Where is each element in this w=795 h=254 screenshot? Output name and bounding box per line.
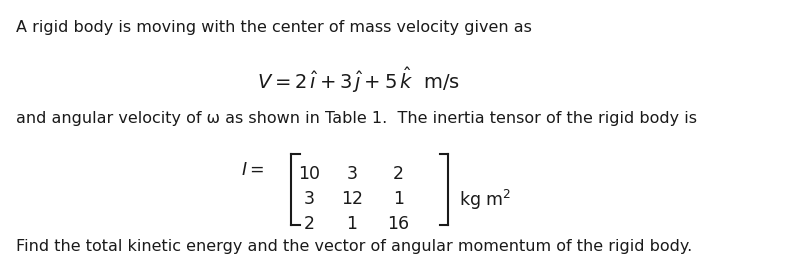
Text: 2: 2 <box>304 215 314 233</box>
Text: 3: 3 <box>347 165 357 183</box>
Text: $V = 2\,\hat{\imath} + 3\,\hat{\jmath} + 5\,\hat{k}$  m/s: $V = 2\,\hat{\imath} + 3\,\hat{\jmath} +… <box>258 65 460 95</box>
Text: 3: 3 <box>304 190 314 208</box>
Text: 16: 16 <box>387 215 409 233</box>
Text: kg m$^2$: kg m$^2$ <box>459 187 511 212</box>
Text: 10: 10 <box>298 165 320 183</box>
Text: Find the total kinetic energy and the vector of angular momentum of the rigid bo: Find the total kinetic energy and the ve… <box>16 239 692 254</box>
Text: A rigid body is moving with the center of mass velocity given as: A rigid body is moving with the center o… <box>16 20 532 35</box>
Text: and angular velocity of ω as shown in Table 1.  The inertia tensor of the rigid : and angular velocity of ω as shown in Ta… <box>16 111 696 126</box>
Text: 1: 1 <box>347 215 357 233</box>
Text: $I =$: $I =$ <box>241 161 264 179</box>
Text: 2: 2 <box>393 165 404 183</box>
Text: 12: 12 <box>341 190 363 208</box>
Text: 1: 1 <box>393 190 404 208</box>
